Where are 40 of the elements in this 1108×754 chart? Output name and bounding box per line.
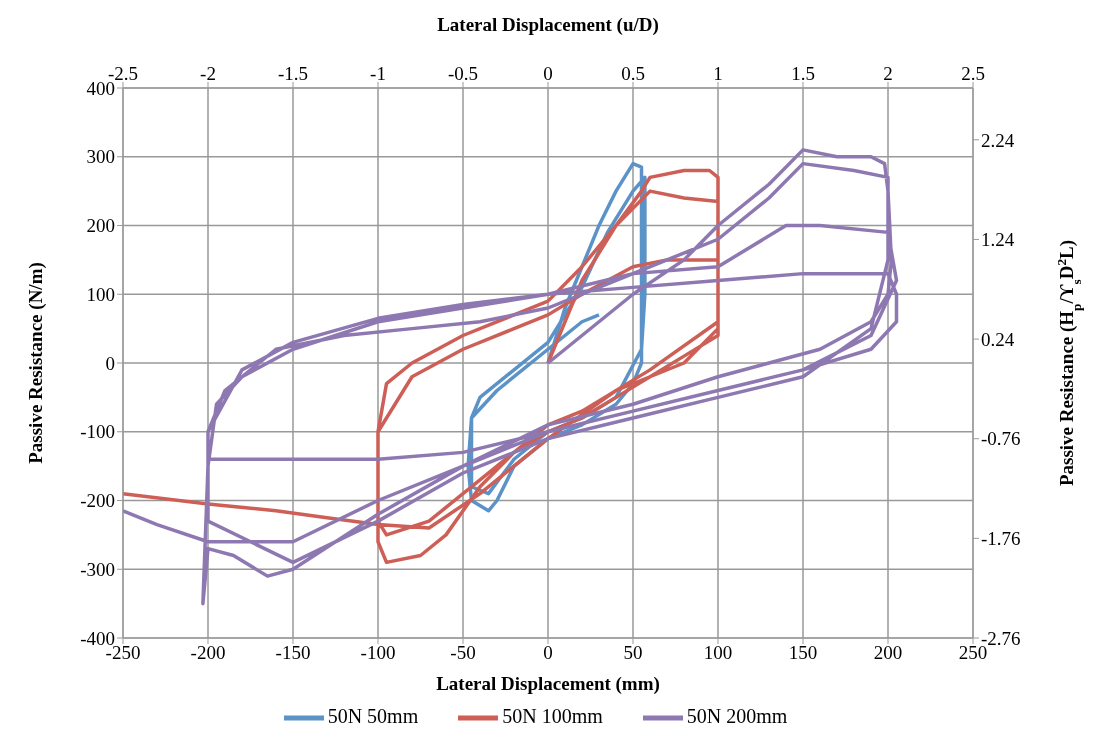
y-tick-label: 200 — [86, 215, 115, 237]
y-tick-label: 100 — [86, 283, 115, 305]
x2-tick-label: 1 — [713, 63, 723, 84]
x2-tick-label: -2 — [200, 63, 216, 84]
x2-tick-label: -1.5 — [277, 63, 309, 84]
y-tick-label: 400 — [86, 77, 115, 99]
y2-tick-label: -0.76 — [981, 428, 1021, 450]
x2-tick-label: 2 — [883, 63, 893, 84]
legend-label: 50N 200mm — [686, 704, 788, 727]
y-tick-label: 300 — [86, 146, 115, 168]
y-tick-label: 0 — [105, 352, 115, 374]
y-tick-label: -300 — [80, 558, 115, 580]
x2-axis-title: Lateral Displacement (u/D) — [437, 14, 659, 37]
legend-label: 50N 100mm — [502, 704, 603, 727]
line-series — [123, 148, 899, 606]
x2-tick-label: 0.5 — [621, 63, 645, 84]
y-axis-title: Passive Resistance (N/m) — [25, 262, 47, 464]
x-tick-label: -100 — [360, 642, 396, 664]
x-tick-label: 100 — [703, 642, 733, 664]
x-tick-label: 200 — [873, 642, 903, 664]
x-tick-label: -50 — [450, 642, 476, 664]
x-tick-label: -150 — [275, 642, 311, 664]
y2-tick-label: 0.24 — [981, 328, 1015, 350]
x2-tick-label: 0 — [543, 63, 553, 84]
y2-tick-label: 2.24 — [981, 129, 1015, 151]
x-tick-label: 50 — [623, 642, 643, 664]
x2-tick-label: 2.5 — [961, 63, 985, 84]
x-axis-title: Lateral Displacement (mm) — [436, 673, 660, 695]
y2-tick-label: -1.76 — [981, 528, 1021, 550]
y-tick-label: -200 — [80, 490, 115, 512]
x-tick-label: -200 — [190, 642, 226, 664]
legend-label: 50N 50mm — [327, 704, 419, 727]
x2-tick-label: -0.5 — [447, 63, 479, 84]
x2-tick-label: 1.5 — [791, 63, 815, 84]
x2-tick-label: -1 — [370, 63, 386, 84]
x-tick-label: 250 — [958, 642, 988, 664]
x-tick-label: 0 — [543, 642, 553, 664]
y2-tick-label: 1.24 — [981, 229, 1015, 251]
y-tick-label: -100 — [80, 421, 115, 443]
x-tick-label: 150 — [788, 642, 818, 664]
